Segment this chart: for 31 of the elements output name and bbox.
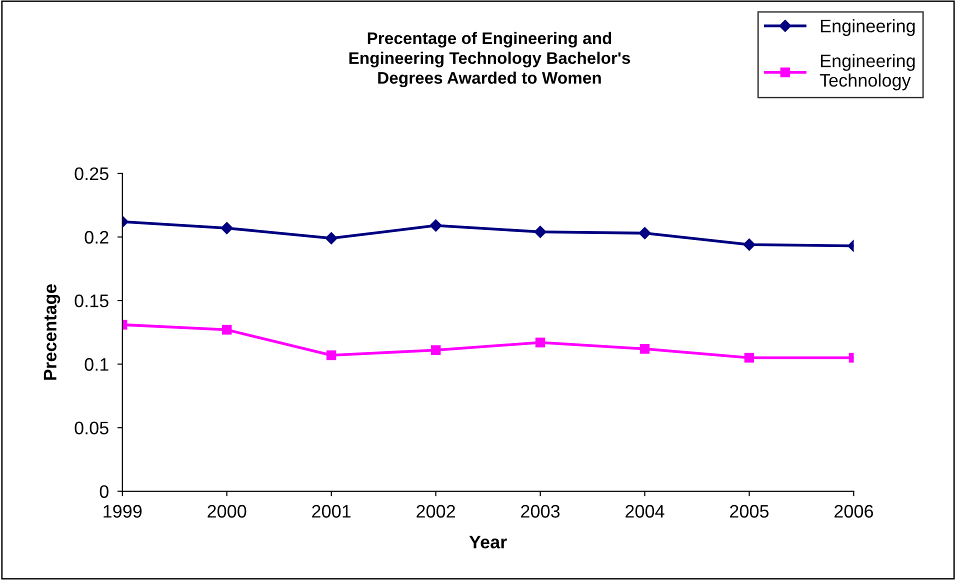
y-tick-label: 0 bbox=[100, 485, 108, 498]
x-tick-label: 2000 bbox=[208, 504, 246, 518]
point bbox=[638, 227, 651, 240]
chart-title: Precentage of Engineering and Engineering Technology Bachelor's Degrees Awarded to Women bbox=[349, 32, 630, 88]
point bbox=[534, 226, 546, 238]
point bbox=[222, 324, 232, 335]
x-tick-label: 2005 bbox=[730, 504, 769, 518]
y-tick-label: 0.05 bbox=[74, 422, 108, 434]
y-tick-label: 0.25 bbox=[74, 167, 108, 180]
x-tick-label: 2002 bbox=[416, 504, 455, 518]
point bbox=[325, 232, 338, 244]
point bbox=[744, 352, 754, 363]
y-axis-title: Precentage bbox=[44, 284, 60, 380]
point bbox=[743, 238, 756, 251]
x-tick-label: 1999 bbox=[104, 504, 142, 518]
point bbox=[430, 219, 442, 232]
x-tick-label: 2004 bbox=[626, 504, 664, 518]
point bbox=[640, 344, 650, 354]
x-axis-title: Year bbox=[469, 536, 507, 548]
point bbox=[535, 338, 546, 348]
legend-label: Engineering bbox=[820, 19, 915, 36]
point bbox=[326, 350, 336, 360]
y-tick-label: 0.2 bbox=[84, 230, 108, 244]
point bbox=[220, 222, 233, 234]
x-tick-label: 2006 bbox=[834, 504, 873, 518]
legend-label: Engineering Technology bbox=[820, 54, 915, 90]
x-tick-label: 2001 bbox=[312, 504, 351, 518]
y-tick-label: 0.15 bbox=[74, 294, 108, 308]
y-tick-label: 0.1 bbox=[84, 358, 108, 371]
point bbox=[430, 345, 441, 355]
x-tick-label: 2003 bbox=[521, 504, 560, 518]
